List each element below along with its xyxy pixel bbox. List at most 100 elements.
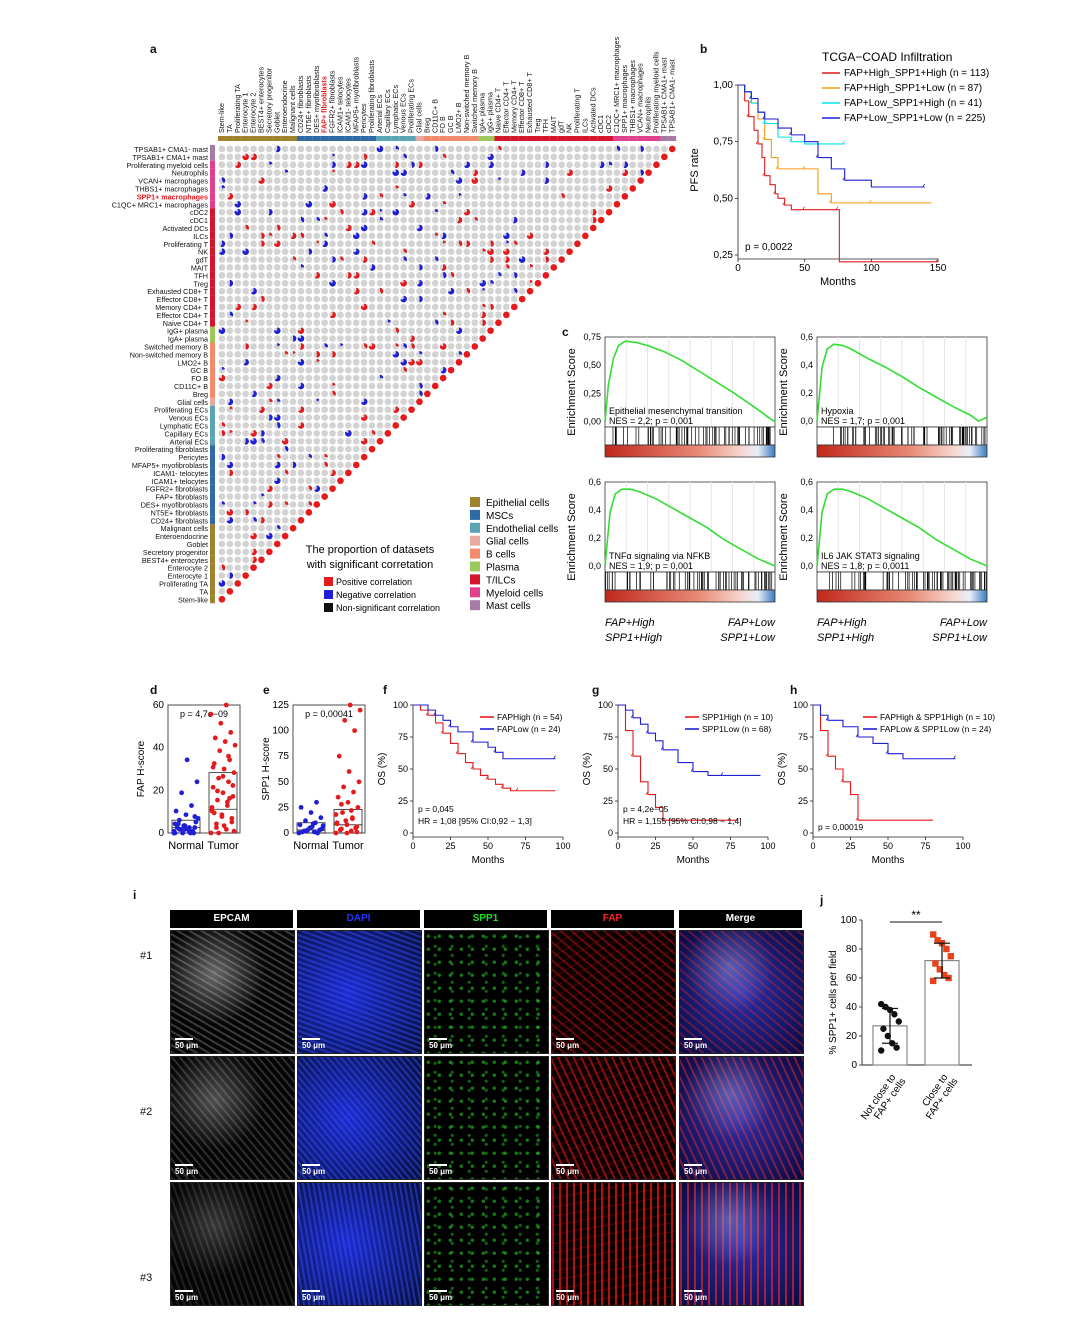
pie-background <box>266 540 273 548</box>
column-group-bar <box>644 136 653 141</box>
data-point <box>218 720 224 726</box>
pie-background <box>471 200 479 208</box>
pie-background <box>321 287 328 295</box>
pie-background <box>266 327 273 334</box>
pie-background <box>273 200 281 208</box>
pie-background <box>281 224 289 232</box>
pie-background <box>234 153 242 161</box>
pie-background <box>392 382 400 390</box>
row-group-bar <box>210 445 215 454</box>
column-group-bar <box>510 136 519 141</box>
pie-background <box>518 216 526 224</box>
pie-slice <box>520 169 526 176</box>
row-group-bar <box>210 152 215 161</box>
pie-background <box>392 295 400 303</box>
pie-background <box>273 532 281 540</box>
data-point <box>221 766 227 772</box>
pie-background <box>234 311 242 319</box>
row-label: Switched memory B <box>144 342 208 351</box>
legend-label: FAPHigh & SPP1High (n = 10) <box>880 712 995 722</box>
pie-slice <box>369 208 376 216</box>
pie-background <box>297 303 305 311</box>
pie-background <box>463 185 471 192</box>
row-group-bar <box>210 216 215 224</box>
pie-background <box>305 303 313 311</box>
pie-background <box>218 256 226 263</box>
pie-background <box>242 272 249 279</box>
pie-slice <box>530 264 534 268</box>
data-point <box>878 1047 885 1054</box>
pie-background <box>250 351 257 358</box>
column-group-bar <box>265 136 274 141</box>
pie-background <box>479 161 486 169</box>
row-group-bar <box>210 374 215 382</box>
pie-slice <box>372 240 376 246</box>
legend-label: Negative correlation <box>336 590 416 600</box>
y-tick-label: 0 <box>851 1060 857 1071</box>
pie-background <box>266 185 273 192</box>
data-point <box>348 828 354 834</box>
pie-background <box>352 208 360 216</box>
row-label: ICAM1- telocytes <box>153 469 208 478</box>
x-axis-label: Months <box>677 855 710 866</box>
censor-mark <box>762 115 765 120</box>
pie-background <box>487 177 494 184</box>
pie-background <box>384 414 392 421</box>
pie-background <box>463 193 471 200</box>
pie-background <box>431 193 439 200</box>
pie-background <box>384 366 392 374</box>
pie-background <box>289 200 297 208</box>
pie-slice <box>566 169 573 176</box>
pie-background <box>360 200 368 208</box>
x-tick-label: 75 <box>920 841 930 851</box>
pie-background <box>345 445 352 453</box>
y-axis-label: % SPP1+ cells per field <box>828 950 839 1054</box>
pie-background <box>400 303 407 311</box>
diagonal-dot <box>668 145 676 153</box>
pie-background <box>242 564 249 571</box>
pie-background <box>463 177 471 184</box>
pie-background <box>242 311 249 319</box>
y-tick-label: 40 <box>153 743 165 754</box>
pie-background <box>424 279 431 287</box>
pie-slice <box>395 161 400 169</box>
y-tick-label: 0,25 <box>714 250 734 261</box>
data-point <box>174 825 180 830</box>
pie-background <box>368 248 376 255</box>
censor-mark <box>515 787 519 791</box>
pie-background <box>289 485 297 492</box>
row-label: Venous ECs <box>168 414 208 423</box>
data-point <box>343 818 349 824</box>
pie-slice <box>218 374 226 382</box>
censor-mark <box>922 183 925 188</box>
pie-background <box>345 232 352 240</box>
pie-background <box>218 509 226 516</box>
y-tick-label: 0,75 <box>714 137 734 148</box>
data-point <box>333 830 339 836</box>
pie-slice <box>479 279 486 287</box>
data-point <box>214 821 219 827</box>
pie-background <box>321 358 328 366</box>
pie-slice <box>506 240 510 244</box>
pie-background <box>574 193 581 200</box>
pie-slice <box>360 437 368 445</box>
pie-background <box>321 327 328 334</box>
pie-background <box>234 556 242 564</box>
row-label: Effector CD4+ T <box>157 311 209 320</box>
pie-background <box>495 169 502 176</box>
pie-background <box>360 232 368 240</box>
pie-background <box>368 335 376 342</box>
pie-background <box>313 319 321 327</box>
pie-background <box>400 216 407 224</box>
pie-background <box>463 311 471 319</box>
panel-g-letter: g <box>592 683 600 697</box>
pie-background <box>234 422 242 429</box>
pie-background <box>471 248 479 255</box>
diagonal-dot <box>321 493 328 500</box>
pie-background <box>226 177 234 184</box>
pie-slice <box>277 398 281 402</box>
pie-background <box>495 303 502 311</box>
scale-bar <box>556 1038 574 1040</box>
x-tick-label: 50 <box>799 263 811 274</box>
